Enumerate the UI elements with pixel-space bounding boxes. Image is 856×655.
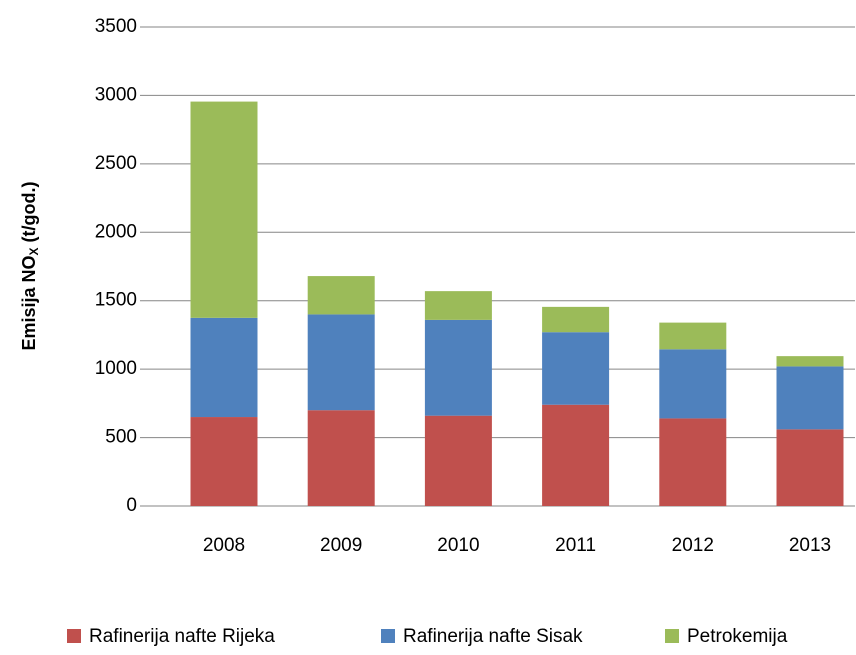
y-label-rest: (t/god.) (19, 181, 39, 247)
bar-segment (776, 366, 844, 430)
x-tick-label: 2013 (789, 535, 831, 556)
bar-segment (659, 349, 727, 419)
y-tick-label: 3500 (95, 16, 137, 37)
legend-label: Petrokemija (687, 626, 788, 647)
bar-segment (307, 410, 375, 506)
bar-segment (776, 356, 844, 367)
x-tick-label: 2012 (672, 535, 714, 556)
y-tick-label: 500 (105, 427, 137, 448)
x-tick-label: 2011 (555, 535, 596, 556)
bar-segment (424, 415, 492, 506)
bar-segment (307, 276, 375, 315)
legend-swatch (665, 629, 679, 643)
bar-segment (659, 418, 727, 506)
bar-segment (424, 319, 492, 416)
bar-segment (190, 417, 258, 506)
y-tick-label: 1500 (95, 290, 137, 311)
y-tick-label: 3000 (95, 84, 137, 105)
bar-segment (542, 404, 610, 506)
legend-swatch (381, 629, 395, 643)
y-tick-label: 2000 (95, 221, 137, 242)
legend-label: Rafinerija nafte Sisak (403, 626, 583, 647)
bar-segment (542, 332, 610, 405)
bar-segment (659, 322, 727, 350)
bar-segment (190, 317, 258, 418)
x-tick-label: 2010 (437, 535, 479, 556)
y-axis-label: Emisija NOX (t/god.) (19, 181, 41, 350)
bar-segment (542, 306, 610, 333)
bar-segment (424, 291, 492, 320)
bar-segment (307, 314, 375, 411)
x-tick-label: 2009 (320, 535, 362, 556)
y-label-main: Emisija NO (19, 255, 39, 350)
x-tick-label: 2008 (203, 535, 245, 556)
bar-segment (190, 101, 258, 318)
y-label-sub: X (27, 247, 41, 255)
y-tick-label: 2500 (95, 153, 137, 174)
legend-label: Rafinerija nafte Rijeka (89, 626, 275, 647)
y-tick-label: 1000 (95, 358, 137, 379)
bar-segment (776, 429, 844, 506)
y-tick-label: 0 (126, 495, 137, 516)
legend-swatch (67, 629, 81, 643)
